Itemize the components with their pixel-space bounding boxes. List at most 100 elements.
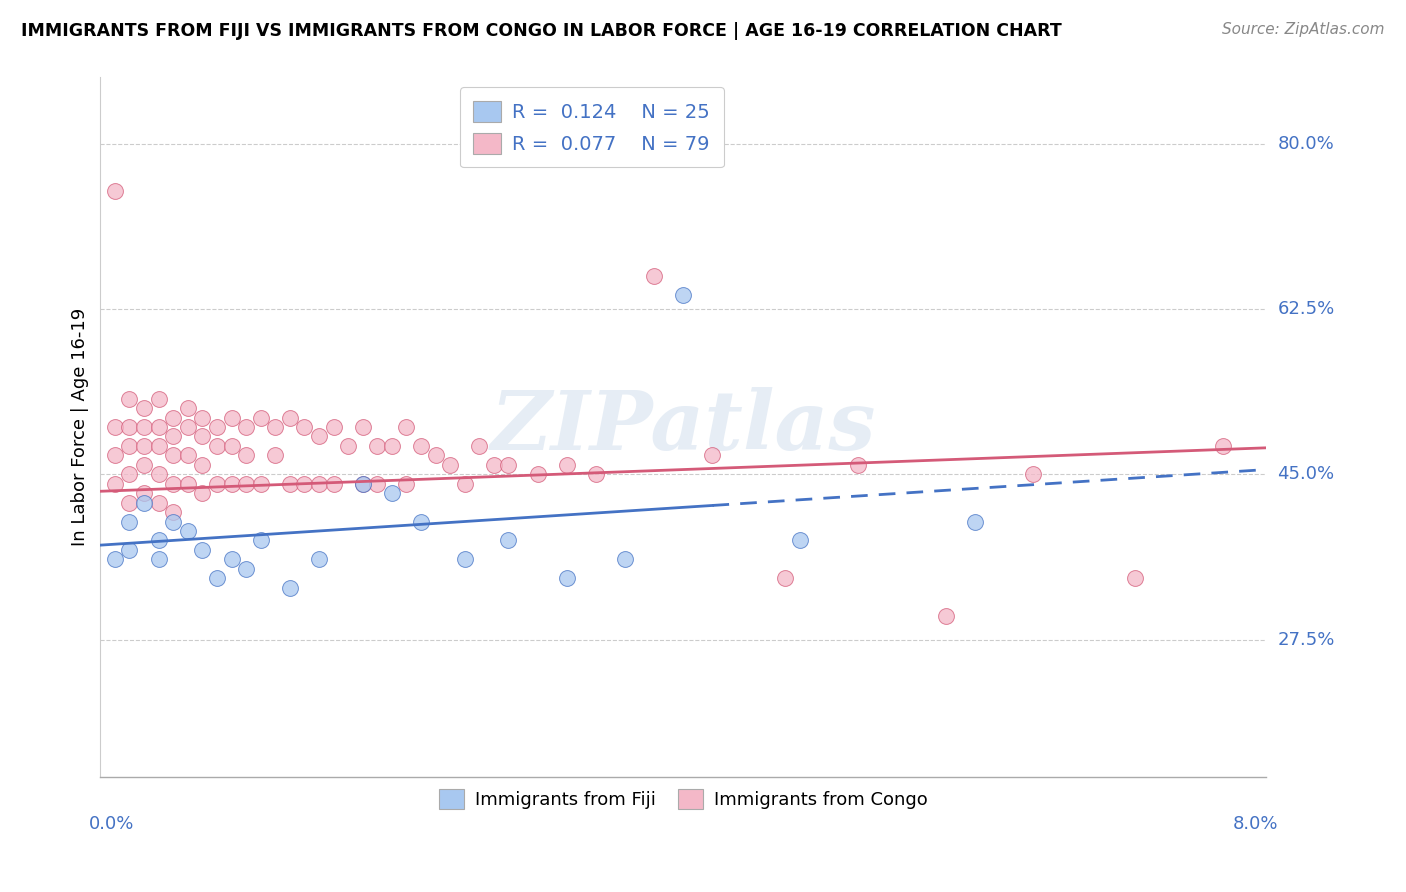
Point: [221, 476, 243, 491]
Point: [409, 515, 432, 529]
Point: [498, 458, 520, 472]
Point: [352, 420, 374, 434]
Point: [118, 439, 141, 453]
Legend: Immigrants from Fiji, Immigrants from Congo: Immigrants from Fiji, Immigrants from Co…: [429, 779, 938, 820]
Point: [132, 439, 155, 453]
Point: [104, 449, 127, 463]
Point: [205, 476, 228, 491]
Y-axis label: In Labor Force | Age 16-19: In Labor Force | Age 16-19: [72, 308, 89, 546]
Point: [454, 552, 477, 566]
Point: [555, 571, 578, 585]
Point: [322, 420, 344, 434]
Point: [1123, 571, 1146, 585]
Point: [191, 458, 214, 472]
Point: [104, 420, 127, 434]
Point: [366, 476, 388, 491]
Point: [162, 515, 184, 529]
Point: [191, 429, 214, 443]
Point: [132, 495, 155, 509]
Text: Source: ZipAtlas.com: Source: ZipAtlas.com: [1222, 22, 1385, 37]
Point: [205, 571, 228, 585]
Point: [162, 505, 184, 519]
Point: [425, 449, 447, 463]
Point: [249, 476, 271, 491]
Point: [162, 449, 184, 463]
Point: [278, 476, 301, 491]
Point: [148, 392, 170, 406]
Point: [1212, 439, 1234, 453]
Text: 80.0%: 80.0%: [1278, 135, 1334, 153]
Point: [454, 476, 477, 491]
Point: [935, 609, 957, 624]
Text: 62.5%: 62.5%: [1278, 300, 1334, 318]
Point: [221, 552, 243, 566]
Point: [249, 410, 271, 425]
Point: [132, 486, 155, 500]
Point: [352, 476, 374, 491]
Point: [439, 458, 461, 472]
Point: [191, 542, 214, 557]
Point: [221, 439, 243, 453]
Point: [395, 476, 418, 491]
Point: [352, 476, 374, 491]
Point: [846, 458, 869, 472]
Point: [1022, 467, 1045, 482]
Text: 27.5%: 27.5%: [1278, 631, 1334, 648]
Point: [235, 420, 257, 434]
Point: [555, 458, 578, 472]
Point: [118, 542, 141, 557]
Text: ZIPatlas: ZIPatlas: [491, 387, 876, 467]
Point: [264, 420, 287, 434]
Point: [235, 449, 257, 463]
Point: [498, 533, 520, 548]
Point: [235, 562, 257, 576]
Point: [482, 458, 505, 472]
Point: [221, 410, 243, 425]
Point: [104, 476, 127, 491]
Point: [409, 439, 432, 453]
Point: [162, 429, 184, 443]
Point: [395, 420, 418, 434]
Point: [118, 515, 141, 529]
Text: IMMIGRANTS FROM FIJI VS IMMIGRANTS FROM CONGO IN LABOR FORCE | AGE 16-19 CORRELA: IMMIGRANTS FROM FIJI VS IMMIGRANTS FROM …: [21, 22, 1062, 40]
Point: [177, 449, 200, 463]
Point: [118, 420, 141, 434]
Point: [614, 552, 637, 566]
Point: [789, 533, 811, 548]
Point: [148, 495, 170, 509]
Point: [381, 439, 404, 453]
Point: [278, 410, 301, 425]
Point: [366, 439, 388, 453]
Point: [132, 420, 155, 434]
Point: [322, 476, 344, 491]
Point: [148, 533, 170, 548]
Point: [963, 515, 986, 529]
Point: [162, 476, 184, 491]
Point: [205, 439, 228, 453]
Point: [643, 268, 665, 283]
Point: [191, 486, 214, 500]
Point: [249, 533, 271, 548]
Point: [177, 476, 200, 491]
Point: [308, 476, 330, 491]
Point: [308, 429, 330, 443]
Point: [132, 458, 155, 472]
Point: [177, 524, 200, 538]
Point: [104, 184, 127, 198]
Point: [702, 449, 724, 463]
Point: [148, 467, 170, 482]
Point: [118, 392, 141, 406]
Point: [104, 552, 127, 566]
Point: [672, 287, 695, 301]
Point: [526, 467, 548, 482]
Point: [132, 401, 155, 416]
Point: [337, 439, 360, 453]
Point: [177, 420, 200, 434]
Point: [148, 552, 170, 566]
Text: 27.5: 27.5: [100, 765, 131, 780]
Point: [468, 439, 491, 453]
Text: 45.0%: 45.0%: [1278, 466, 1334, 483]
Point: [235, 476, 257, 491]
Text: 0.0%: 0.0%: [89, 815, 134, 833]
Point: [264, 449, 287, 463]
